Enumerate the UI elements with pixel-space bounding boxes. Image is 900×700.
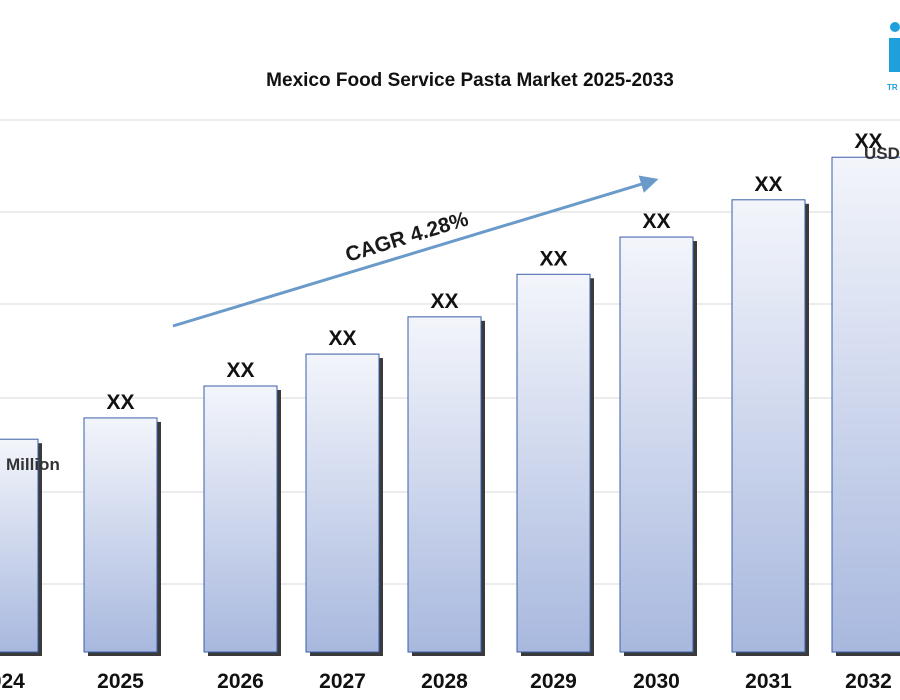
data-label-2025: XX (106, 391, 134, 414)
data-label-2032: XX (854, 130, 882, 153)
logo-small-text: TR (887, 83, 898, 92)
bar-2031 (731, 199, 806, 653)
tick-label-2030: 2030 (633, 670, 680, 693)
data-label-2028: XX (430, 290, 458, 313)
x-axis-ticks: 2024 2025 2026 2027 2028 2029 2030 2031 2032 (0, 670, 892, 693)
tick-label-2026: 2026 (217, 670, 264, 693)
data-label-2030: XX (642, 210, 670, 233)
imarc-logo: TR (887, 22, 900, 92)
bar-2028 (407, 316, 482, 653)
bar-2027 (305, 353, 380, 653)
bar-2032 (831, 156, 900, 653)
bar-2029 (516, 273, 591, 653)
chart-title: Mexico Food Service Pasta Market 2025-20… (266, 70, 674, 91)
data-labels: XX XX XX XX XX XX XX XX (106, 130, 882, 414)
end-annotation: USD (864, 144, 900, 163)
logo-stem-icon (889, 38, 900, 72)
bar-2025 (83, 417, 158, 653)
tick-label-2025: 2025 (97, 670, 144, 693)
data-label-2029: XX (539, 247, 567, 270)
tick-label-2027: 2027 (319, 670, 366, 693)
tick-label-2031: 2031 (745, 670, 792, 693)
cagr-annotation: CAGR 4.28% (343, 207, 472, 266)
bar-2024 (0, 438, 39, 653)
logo-dot-icon (890, 22, 900, 32)
data-label-2026: XX (226, 359, 254, 382)
tick-label-2028: 2028 (421, 670, 468, 693)
bar-2030 (619, 236, 694, 653)
tick-label-2029: 2029 (530, 670, 577, 693)
tick-label-2032: 2032 (845, 670, 892, 693)
bars (0, 156, 900, 657)
cagr-arrow (172, 175, 659, 328)
data-label-2031: XX (754, 173, 782, 196)
bar-2026 (203, 385, 278, 653)
tick-label-2024: 2024 (0, 670, 25, 693)
start-annotation: Million (6, 455, 60, 474)
data-label-2027: XX (328, 327, 356, 350)
